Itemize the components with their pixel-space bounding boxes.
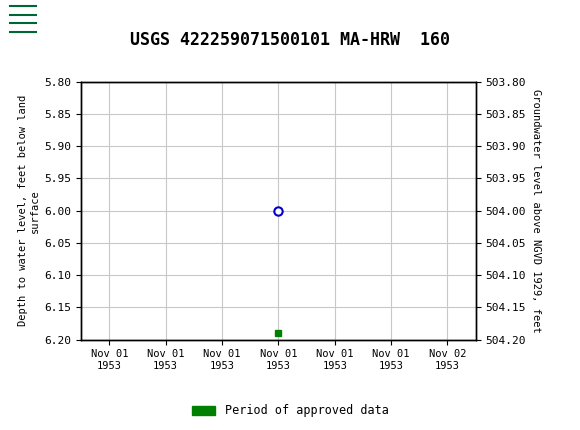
Bar xyxy=(7,5,39,34)
Legend: Period of approved data: Period of approved data xyxy=(187,399,393,422)
Y-axis label: Groundwater level above NGVD 1929, feet: Groundwater level above NGVD 1929, feet xyxy=(531,89,541,332)
Text: USGS: USGS xyxy=(45,12,92,27)
Text: USGS 422259071500101 MA-HRW  160: USGS 422259071500101 MA-HRW 160 xyxy=(130,31,450,49)
Y-axis label: Depth to water level, feet below land
surface: Depth to water level, feet below land su… xyxy=(18,95,41,326)
